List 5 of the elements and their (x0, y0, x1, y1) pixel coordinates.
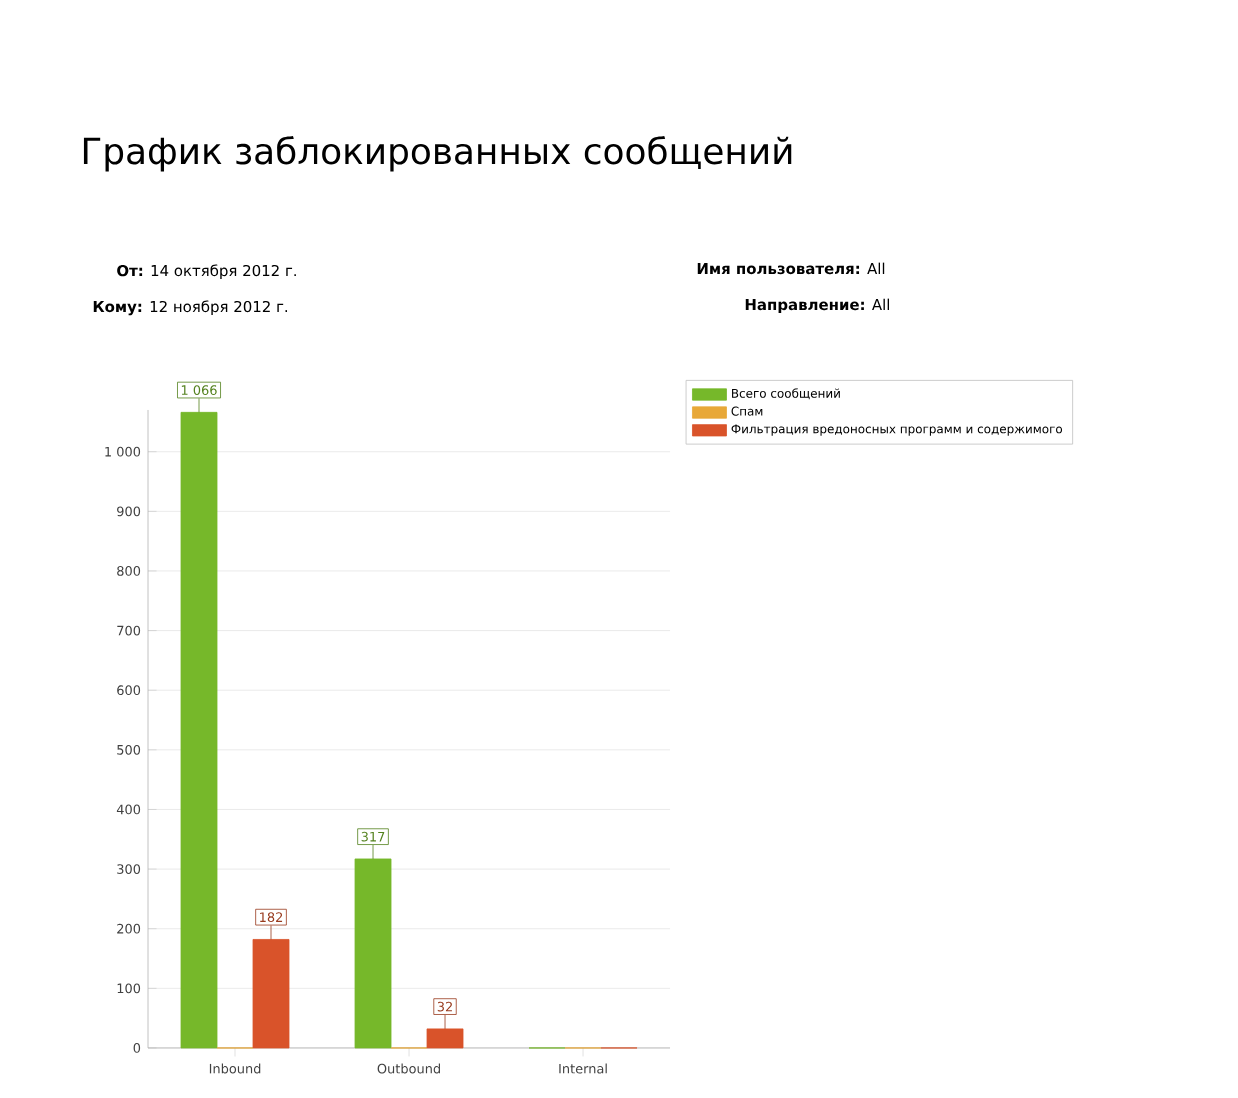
bar (354, 858, 392, 1049)
chart-title: График заблокированных сообщений (83, 136, 792, 172)
bar (180, 411, 218, 1049)
bar (426, 1028, 464, 1049)
bar (252, 939, 290, 1049)
